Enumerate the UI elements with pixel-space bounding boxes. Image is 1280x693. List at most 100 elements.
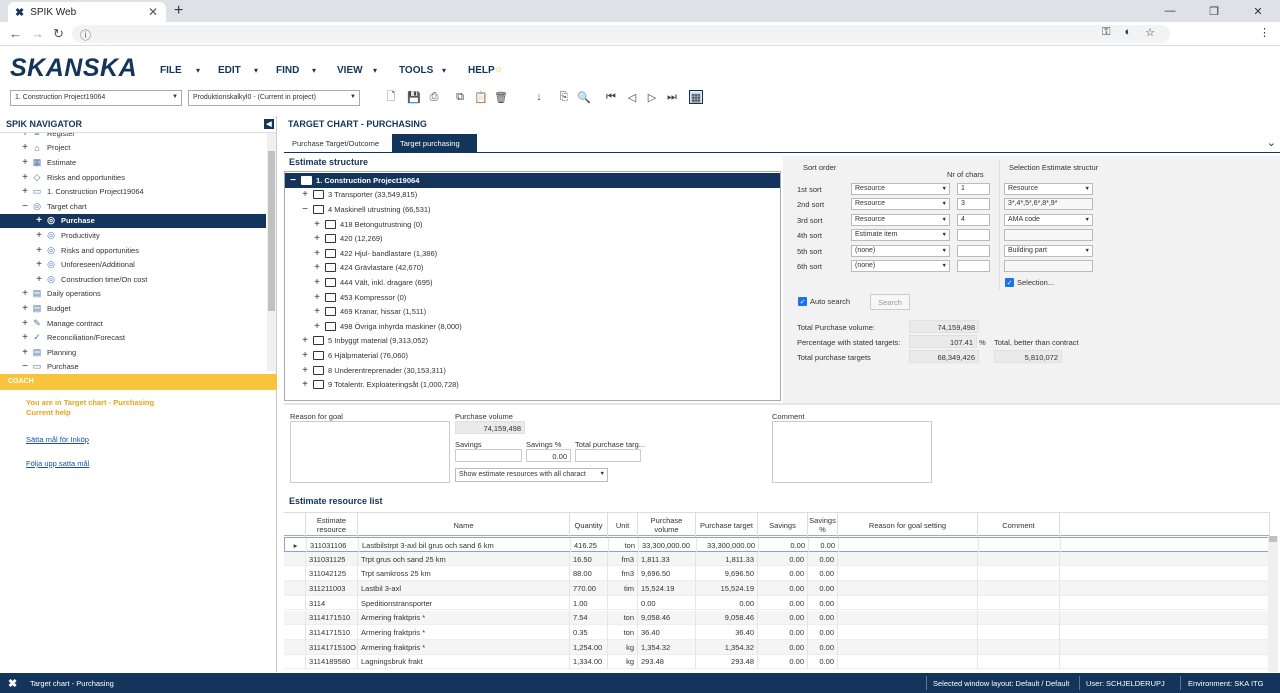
expand-toggle-icon[interactable]: + xyxy=(36,273,42,285)
nr-of-chars-input[interactable]: 4 xyxy=(957,213,990,226)
expand-toggle-icon[interactable]: + xyxy=(302,189,308,201)
table-row[interactable]: 3114171510O Armering fraktpris * 1,254.00 k… xyxy=(284,639,1270,655)
copy-icon[interactable]: ⧉ xyxy=(456,90,464,103)
nr-of-chars-input[interactable] xyxy=(957,229,990,242)
column-header[interactable]: Savings xyxy=(758,513,808,537)
expand-toggle-icon[interactable]: + xyxy=(314,218,320,230)
table-row[interactable]: 311042125 Trpt samkross 25 km 88.00 fm3 9,69… xyxy=(284,566,1270,582)
show-resources-select[interactable]: Show estimate resources with all charact xyxy=(455,468,608,482)
tab-purchase-target-outcome[interactable]: Purchase Target/Outcome xyxy=(292,139,379,148)
table-row[interactable]: ▸ 311031106 Lastbilstrpt 3-axl bil grus oc… xyxy=(284,537,1271,553)
nav-item[interactable]: + ◎ Risks and opportunities xyxy=(0,243,266,258)
expand-toggle-icon[interactable]: + xyxy=(314,291,320,303)
tree-node[interactable]: +418 Betongutrustning (0) xyxy=(285,217,780,232)
selection-checkbox[interactable]: ✓ xyxy=(1005,278,1014,287)
expand-toggle-icon[interactable]: + xyxy=(22,332,28,344)
tree-node[interactable]: − 1. Construction Project19064 xyxy=(285,173,780,188)
bookmark-star-icon[interactable]: ☆ xyxy=(1145,27,1155,39)
reason-for-goal-textarea[interactable] xyxy=(290,421,450,483)
column-header[interactable]: Comment xyxy=(978,513,1060,537)
table-row[interactable]: 311031125 Trpt grus och sand 25 km 16.50 fm… xyxy=(284,551,1270,567)
coach-link-set-goals[interactable]: Sätta mål för Inköp xyxy=(26,435,89,444)
expand-toggle-icon[interactable]: + xyxy=(36,215,42,227)
sort-icon[interactable]: ↓ xyxy=(536,91,542,103)
menu-edit[interactable]: EDIT xyxy=(218,65,241,76)
tree-node[interactable]: +469 Kranar, hissar (1,511) xyxy=(285,304,780,319)
tree-node[interactable]: +422 Hjul- bandlastare (1,386) xyxy=(285,246,780,261)
navigator-scroll-thumb[interactable] xyxy=(268,151,275,311)
expand-toggle-icon[interactable]: + xyxy=(302,349,308,361)
nr-of-chars-input[interactable] xyxy=(957,260,990,272)
nr-of-chars-input[interactable]: 3 xyxy=(957,198,990,211)
column-header[interactable]: Savings % xyxy=(808,513,838,537)
prev-icon[interactable]: ◁ xyxy=(627,91,637,104)
expand-toggle-icon[interactable]: + xyxy=(22,302,28,314)
project-select[interactable]: 1. Construction Project19064 xyxy=(10,90,182,106)
nav-item[interactable]: + ◎ Purchase xyxy=(0,213,266,229)
column-header[interactable]: Purchase volume xyxy=(638,513,696,537)
table-row[interactable]: 3114171510 Armering fraktpris * 7.54 ton 9,0… xyxy=(284,610,1270,626)
nav-item[interactable]: + ✎ Manage contract xyxy=(0,316,266,331)
column-header[interactable]: Name xyxy=(358,513,570,537)
browser-menu-icon[interactable]: ⋮ xyxy=(1259,27,1270,39)
column-header[interactable]: Reason for goal setting xyxy=(838,513,978,537)
expand-toggle-icon[interactable]: − xyxy=(290,174,296,186)
nav-item[interactable]: + ▦ Estimate xyxy=(0,155,266,170)
column-header[interactable]: Estimate resource xyxy=(306,513,358,537)
resource-table-scrollbar[interactable] xyxy=(1268,536,1278,672)
expand-toggle-icon[interactable]: + xyxy=(22,142,28,154)
expand-toggle-icon[interactable]: + xyxy=(302,379,308,391)
expand-toggle-icon[interactable]: + xyxy=(22,171,28,183)
splitter[interactable] xyxy=(284,403,1280,405)
nav-item[interactable]: + ◇ Risks and opportunities xyxy=(0,170,266,185)
expand-toggle-icon[interactable]: + xyxy=(22,346,28,358)
expand-toggle-icon[interactable]: + xyxy=(22,133,28,139)
expand-toggle-icon[interactable]: − xyxy=(22,200,28,212)
menu-find[interactable]: FIND xyxy=(276,65,300,76)
expand-toggle-icon[interactable]: + xyxy=(22,317,28,329)
resource-table-scroll-thumb[interactable] xyxy=(1269,536,1277,542)
delete-icon[interactable]: 🗑 xyxy=(494,91,508,104)
tree-node[interactable]: +5 Inbyggt material (9,313,052) xyxy=(285,334,780,349)
menu-file[interactable]: FILE xyxy=(160,65,182,76)
collapse-navigator-icon[interactable]: ◀ xyxy=(264,119,274,129)
nav-item[interactable]: + ⌂ Project xyxy=(0,141,266,156)
expand-toggle-icon[interactable]: + xyxy=(22,186,28,198)
comment-textarea[interactable] xyxy=(772,421,932,483)
expand-toggle-icon[interactable]: + xyxy=(302,335,308,347)
expand-chevron-icon[interactable]: ⌄ xyxy=(1266,137,1276,149)
close-tab-icon[interactable]: ✕ xyxy=(147,5,158,19)
expand-toggle-icon[interactable]: + xyxy=(314,247,320,259)
table-row[interactable]: 3114189580 Lagningsbruk frakt 1,334.00 kg 29… xyxy=(284,654,1270,670)
column-header[interactable]: Purchase target xyxy=(696,513,758,537)
nav-item[interactable]: + ≡ Register xyxy=(0,133,266,141)
selection-field[interactable]: 3*,4*,5*,6*,8*,9* xyxy=(1004,198,1093,211)
nr-of-chars-input[interactable] xyxy=(957,244,990,257)
nav-item[interactable]: + ▭ 1. Construction Project19064 xyxy=(0,184,266,199)
maximize-button[interactable]: ❐ xyxy=(1209,5,1219,18)
nav-item[interactable]: − ▭ Purchase xyxy=(0,360,266,371)
sort-field-select[interactable]: (none) xyxy=(851,244,950,257)
key-icon[interactable]: ⚿ xyxy=(1102,26,1111,38)
menu-tools[interactable]: TOOLS xyxy=(399,65,434,76)
back-icon[interactable]: ← xyxy=(9,26,22,41)
layout-icon[interactable]: ▦ xyxy=(689,90,703,104)
expand-toggle-icon[interactable]: − xyxy=(22,361,28,371)
tree-node[interactable]: − 4 Maskinell utrustning (66,531) xyxy=(285,202,780,217)
nav-item[interactable]: + ◎ Unforeseen/Additional xyxy=(0,257,266,272)
expand-toggle-icon[interactable]: + xyxy=(314,276,320,288)
tree-node[interactable]: +444 Vält, inkl. dragare (695) xyxy=(285,275,780,290)
tree-node[interactable]: +6 Hjälpmaterial (76,060) xyxy=(285,348,780,363)
expand-toggle-icon[interactable]: + xyxy=(36,229,42,241)
selection-field[interactable]: Resource xyxy=(1004,183,1093,195)
tree-node[interactable]: +453 Kompressor (0) xyxy=(285,290,780,305)
expand-toggle-icon[interactable]: + xyxy=(22,156,28,168)
nav-item[interactable]: + ✓ Reconciliation/Forecast xyxy=(0,330,266,345)
nav-item[interactable]: + ◎ Construction time/On cost xyxy=(0,272,266,287)
last-icon[interactable]: ⏭ xyxy=(667,90,677,103)
nav-item[interactable]: − ◎ Target chart xyxy=(0,199,266,214)
sort-field-select[interactable]: Resource xyxy=(851,213,950,226)
expand-toggle-icon[interactable]: + xyxy=(22,288,28,300)
table-row[interactable]: 3114 Speditionstransporter 1.00 0.00 0.00 0.0… xyxy=(284,595,1270,611)
tree-node[interactable]: +8 Underentreprenader (30,153,311) xyxy=(285,363,780,378)
